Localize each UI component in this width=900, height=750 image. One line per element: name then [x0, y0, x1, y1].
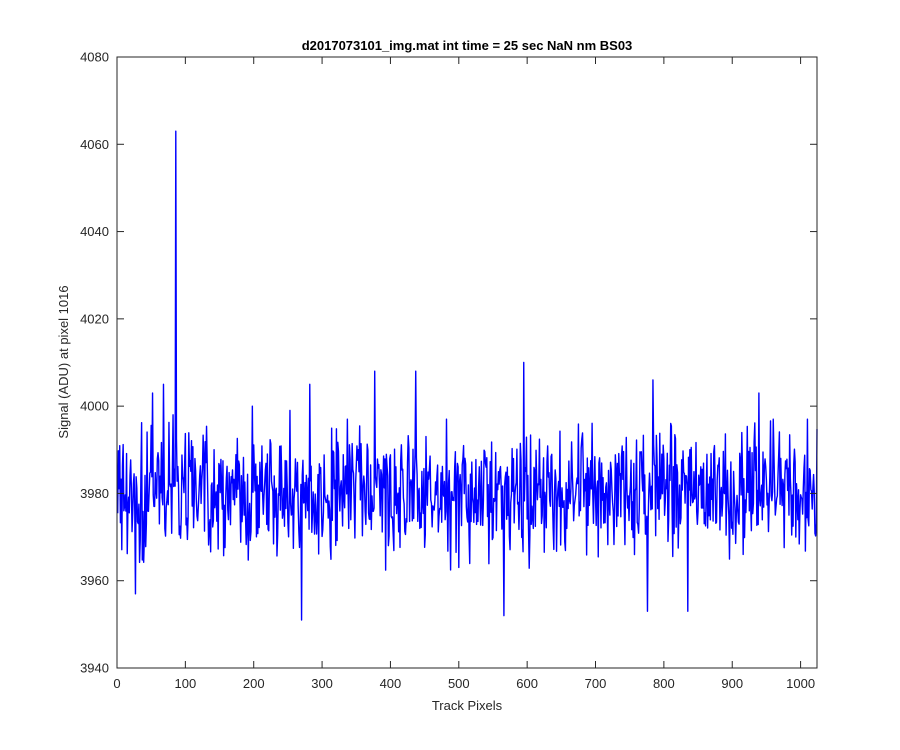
y-tick-label: 3940: [80, 661, 109, 676]
y-axis: 3940 3960 3980 4000 4020 4040 4060 4080: [80, 50, 817, 676]
chart-title: d2017073101_img.mat int time = 25 sec Na…: [302, 38, 633, 53]
x-tick-label: 900: [721, 676, 743, 691]
y-tick-label: 4080: [80, 50, 109, 65]
y-tick-label: 3980: [80, 486, 109, 501]
x-axis: 0 100 200 300 400 500 600 700 800 900 1000: [113, 57, 815, 691]
x-tick-label: 800: [653, 676, 675, 691]
y-tick-label: 4040: [80, 224, 109, 239]
y-axis-label: Signal (ADU) at pixel 1016: [56, 285, 71, 438]
x-tick-label: 300: [311, 676, 333, 691]
y-tick-label: 3960: [80, 573, 109, 588]
axes-box: [116, 56, 818, 669]
x-tick-label: 200: [243, 676, 265, 691]
x-tick-label: 600: [516, 676, 538, 691]
x-tick-label: 700: [585, 676, 607, 691]
x-tick-label: 500: [448, 676, 470, 691]
signal-series-line: [116, 130, 818, 621]
y-tick-label: 4020: [80, 311, 109, 326]
plot-area: [117, 57, 817, 668]
x-tick-label: 0: [113, 676, 120, 691]
x-axis-label: Track Pixels: [432, 698, 503, 713]
x-tick-label: 100: [175, 676, 197, 691]
y-tick-label: 4060: [80, 137, 109, 152]
data-layer: [116, 130, 818, 621]
x-tick-label: 400: [380, 676, 402, 691]
x-tick-label: 1000: [786, 676, 815, 691]
y-tick-label: 4000: [80, 399, 109, 414]
